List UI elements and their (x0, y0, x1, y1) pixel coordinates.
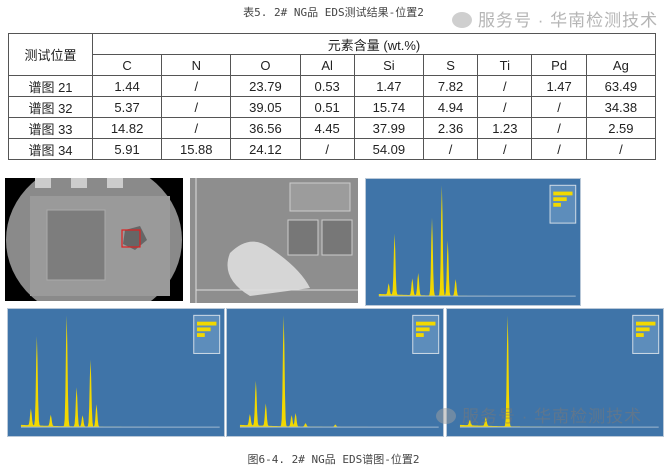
table-row: 谱图 33 14.82/36.56 4.45 37.99 2.36 1.23/2.59 (8, 117, 657, 139)
table-cell: 34.38 (585, 96, 657, 118)
table-cell: 23.79 (230, 75, 301, 97)
table-cell: / (161, 117, 232, 139)
eds-spectrum-33 (226, 308, 444, 437)
legend-bar (416, 327, 430, 332)
table-cell: / (531, 96, 587, 118)
table-cell: / (531, 117, 587, 139)
column-header: Pd (531, 54, 587, 76)
sem-overview-image (5, 178, 183, 301)
table-cell: 4.94 (422, 96, 479, 118)
table-cell: 54.09 (353, 138, 424, 160)
table-row: 谱图 32 5.37/39.05 0.51 15.74 4.94//34.38 (8, 96, 657, 118)
table-cell: 0.51 (299, 96, 355, 118)
column-header: C (91, 54, 163, 76)
column-header: S (422, 54, 479, 76)
table-cell: 37.99 (353, 117, 424, 139)
legend-bar (197, 327, 211, 332)
legend-bar (416, 333, 424, 337)
spectrum-trace (20, 315, 220, 428)
table-cell: 5.37 (91, 96, 163, 118)
column-header: Al (299, 54, 355, 76)
watermark: 服务号 · 华南检测技术 (436, 402, 642, 427)
table-row: 谱图 21 1.44/23.79 0.53 1.47 7.82/1.47 63.49 (8, 75, 657, 97)
table-cell: / (299, 138, 355, 160)
table-cell: / (585, 138, 657, 160)
table-caption: 表5. 2# NG品 EDS测试结果-位置2 (243, 6, 424, 19)
legend-bar (553, 191, 573, 196)
row-label: 谱图 21 (8, 75, 93, 97)
wechat-icon (452, 12, 472, 28)
legend-bar (553, 197, 567, 202)
table-cell: 24.12 (230, 138, 301, 160)
table-cell: 1.44 (91, 75, 163, 97)
table-cell: 14.82 (91, 117, 163, 139)
table-cell: 15.88 (161, 138, 232, 160)
figure-caption: 图6-4. 2# NG品 EDS谱图-位置2 (247, 453, 420, 466)
table-cell: 4.45 (299, 117, 355, 139)
table-cell: 15.74 (353, 96, 424, 118)
row-label: 谱图 32 (8, 96, 93, 118)
table-cell: 2.59 (585, 117, 657, 139)
legend-bar (636, 327, 650, 332)
legend-bar (416, 321, 436, 326)
row-header: 测试位置 (8, 33, 93, 76)
table-cell: 0.53 (299, 75, 355, 97)
legend-bar (197, 321, 217, 326)
eds-spectrum-21 (365, 178, 581, 306)
row-label: 谱图 33 (8, 117, 93, 139)
table-cell: / (161, 75, 232, 97)
table-cell: / (477, 138, 533, 160)
table-cell: 39.05 (230, 96, 301, 118)
spectrum-trace (378, 185, 576, 297)
table-cell: / (477, 75, 533, 97)
legend-bar (197, 333, 205, 337)
eds-results-table: 测试位置 元素含量 (wt.%) C N O Al Si S Ti Pd Ag 谱图 21 1.4… (8, 33, 657, 160)
wechat-icon (436, 408, 456, 424)
table-cell: 63.49 (585, 75, 657, 97)
table-cell: 5.91 (91, 138, 163, 160)
column-header: Ag (585, 54, 657, 76)
row-label: 谱图 34 (8, 138, 93, 160)
watermark: 服务号 · 华南检测技术 (452, 6, 658, 31)
legend-bar (553, 202, 561, 207)
eds-spectrum-32 (7, 308, 225, 437)
column-header: Ti (477, 54, 533, 76)
legend-bar (636, 333, 644, 337)
table-cell: / (422, 138, 479, 160)
eds-spectrum-34 (446, 308, 664, 437)
legend-bar (636, 321, 656, 326)
group-header: 元素含量 (wt.%) (92, 33, 656, 55)
table-cell: / (161, 96, 232, 118)
table-cell: 1.47 (353, 75, 424, 97)
table-cell: 1.23 (477, 117, 533, 139)
table-cell: / (531, 138, 587, 160)
table-cell: / (477, 96, 533, 118)
spectrum-trace (239, 315, 439, 428)
sem-detail-image (190, 178, 358, 303)
table-cell: 2.36 (422, 117, 479, 139)
table-row: 谱图 34 5.91 15.88 24.12/54.09// / / (8, 138, 657, 160)
column-header: N (161, 54, 232, 76)
table-cell: 1.47 (531, 75, 587, 97)
column-header: O (230, 54, 301, 76)
table-cell: 36.56 (230, 117, 301, 139)
column-header: Si (353, 54, 424, 76)
table-cell: 7.82 (422, 75, 479, 97)
region-marker (121, 229, 141, 248)
